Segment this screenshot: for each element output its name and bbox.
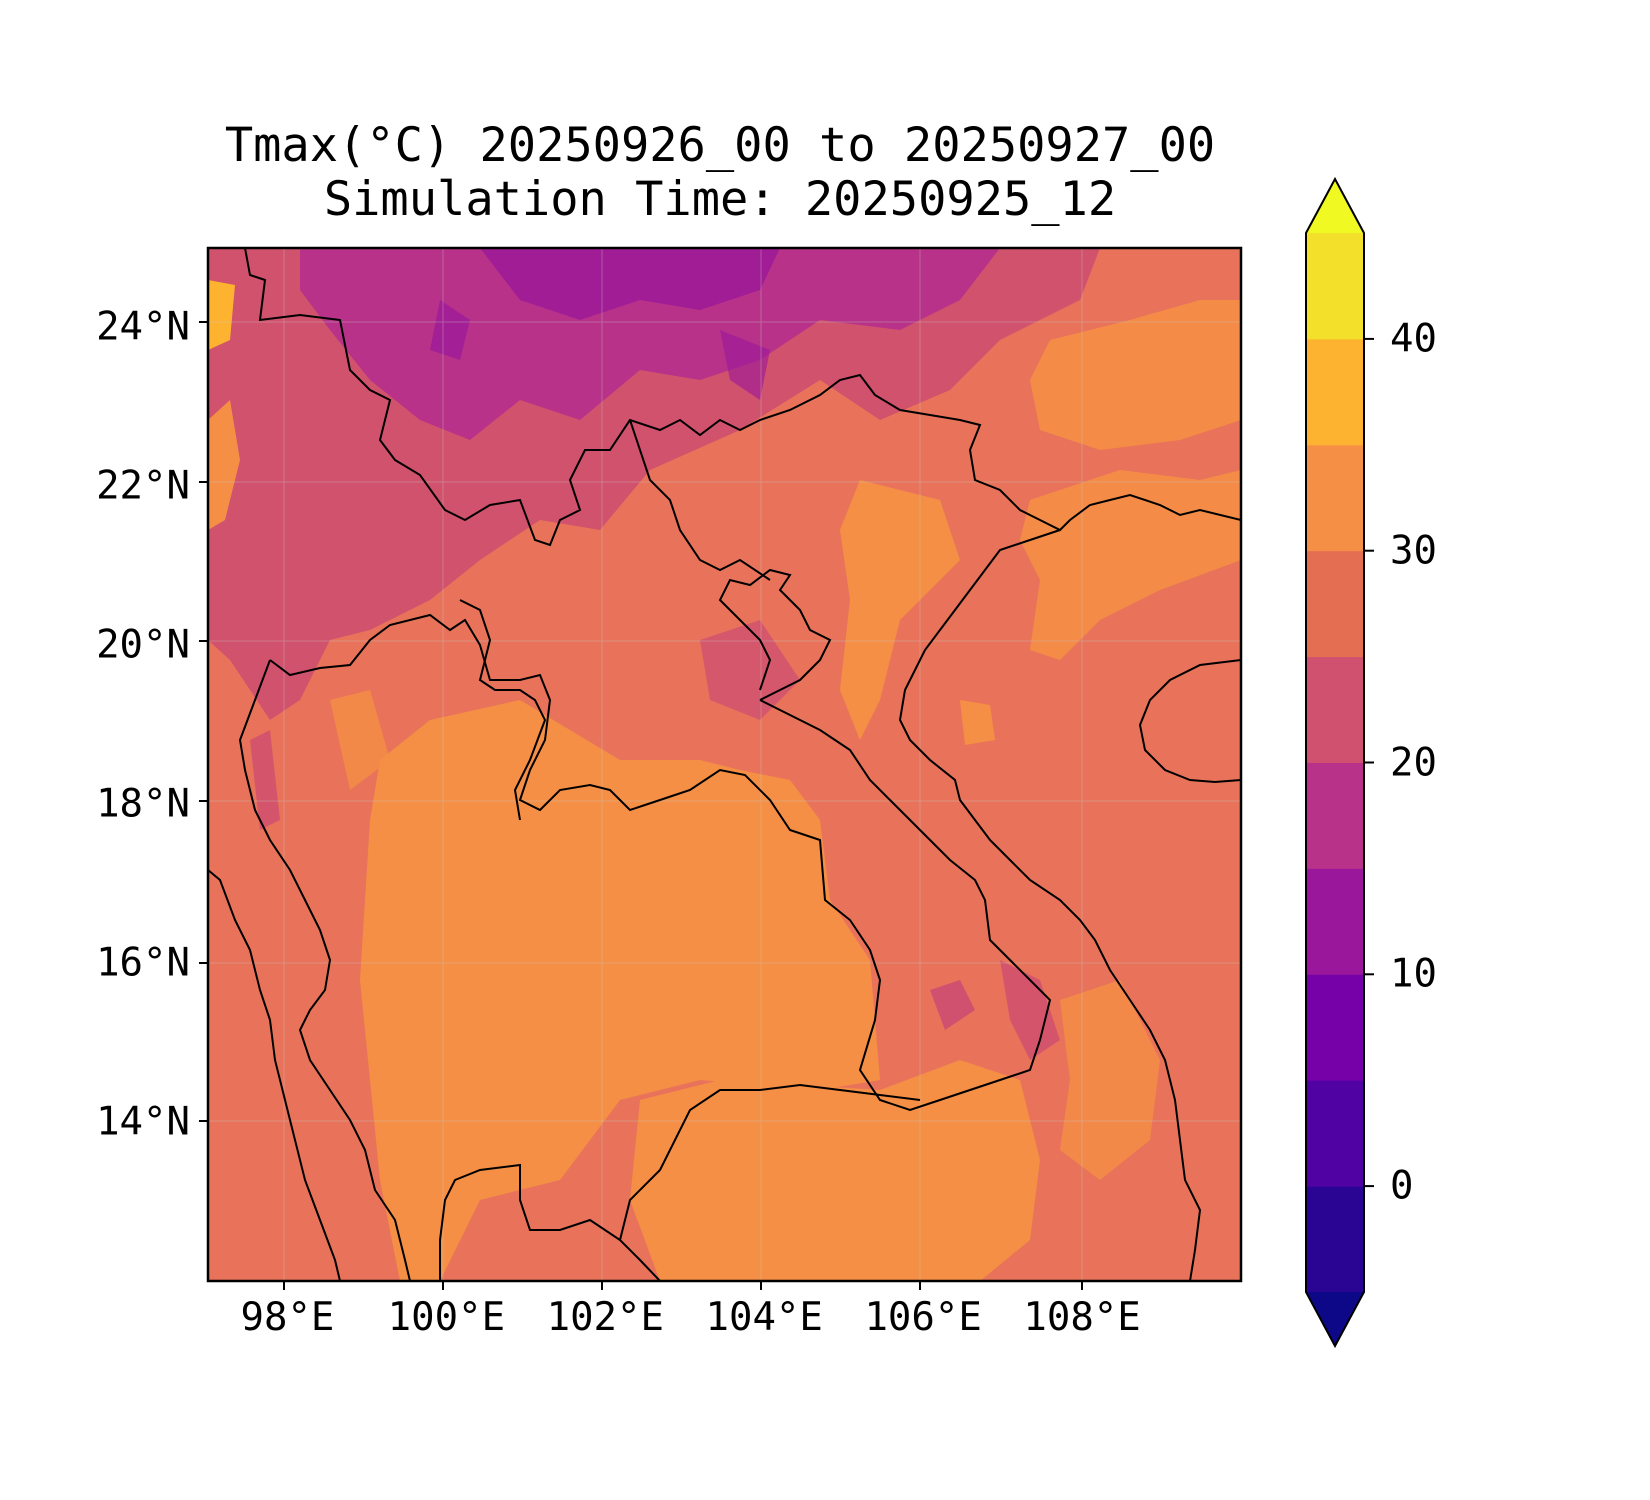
lat-tick-label: 22°N — [96, 463, 190, 509]
colorbar-tick-label: 0 — [1390, 1163, 1414, 1209]
lon-tick-label: 108°E — [1023, 1295, 1141, 1340]
country-borders — [208, 248, 1241, 1281]
lon-tick-label: 104°E — [705, 1295, 823, 1340]
colorbar-segment — [1306, 338, 1364, 446]
lat-tick-label: 14°N — [96, 1099, 190, 1145]
colorbar-outline — [1305, 176, 1365, 1349]
lon-tick-label: 102°E — [546, 1295, 664, 1340]
colorbar-tick-label: 20 — [1390, 740, 1437, 785]
colorbar-segment — [1306, 1186, 1364, 1293]
colorbar-tick-label: 40 — [1390, 316, 1437, 362]
colorbar-segment — [1306, 444, 1364, 552]
lon-tick-label: 106°E — [864, 1295, 982, 1340]
lat-tick-label: 24°N — [96, 304, 190, 350]
lon-tick-label: 98°E — [240, 1295, 335, 1340]
colorbar-segment — [1306, 550, 1364, 658]
map-subtitle: Simulation Time: 20250925_12 — [323, 172, 1117, 227]
colorbar-tick-label: 30 — [1390, 528, 1437, 574]
colorbar-segment — [1306, 233, 1364, 340]
lat-tick-label: 18°N — [96, 781, 190, 827]
colorbar-segment — [1306, 1080, 1364, 1187]
colorbar-extend-min — [1306, 1292, 1364, 1346]
lat-tick-label: 20°N — [96, 622, 190, 668]
colorbar-segment — [1306, 974, 1364, 1081]
axis-ticks — [199, 321, 1083, 1290]
colorbar-extend-max — [1306, 179, 1364, 233]
lat-tick-label: 16°N — [96, 940, 190, 986]
colorbar-segment — [1306, 762, 1364, 869]
colorbar-segment — [1306, 656, 1364, 763]
lon-tick-label: 100°E — [387, 1295, 506, 1340]
temperature-field — [208, 248, 1241, 1281]
colorbar — [1305, 176, 1374, 1349]
colorbar-tick-label: 10 — [1390, 951, 1437, 997]
gridlines — [208, 248, 1241, 1281]
map-title: Tmax(°C) 20250926_00 to 20250927_00 — [224, 118, 1216, 173]
colorbar-segment — [1306, 868, 1364, 975]
map-frame — [206, 246, 1243, 1283]
